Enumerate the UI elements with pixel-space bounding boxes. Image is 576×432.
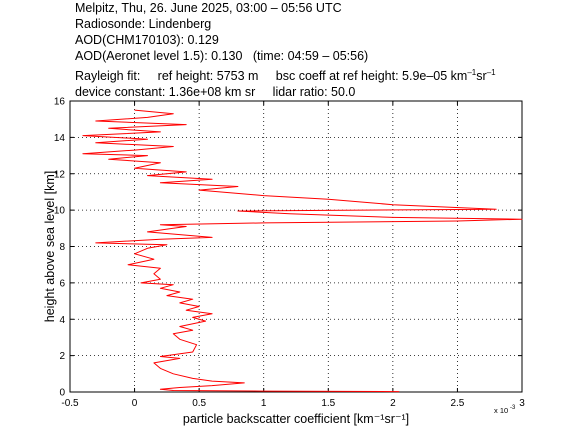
- chart-title-aod-chm: AOD(CHM170103): 0.129: [75, 33, 219, 47]
- y-tick-label: 8: [59, 242, 65, 253]
- chart-title-location-date: Melpitz, Thu, 26. June 2025, 03:00 – 05:…: [75, 1, 342, 15]
- x-tick-label: 2.5: [450, 398, 464, 409]
- x-tick-label: 3: [519, 398, 525, 409]
- axis-ticks: [69, 100, 523, 393]
- y-tick-label: 12: [54, 169, 66, 180]
- y-tick-label: 4: [59, 315, 65, 326]
- grid-lines: [70, 101, 522, 392]
- x-axis-exponent-label: x 10: [494, 406, 508, 415]
- chart-title-rayleigh-fit: Rayleigh fit: ref height: 5753 m bsc coe…: [75, 69, 496, 83]
- x-axis-exponent-power: -3: [510, 405, 516, 411]
- x-tick-label: 0: [132, 398, 138, 409]
- chart-title-aod-aeronet: AOD(Aeronet level 1.5): 0.130 (time: 04:…: [75, 49, 369, 63]
- backscatter-profile-line: [82, 109, 523, 393]
- rayleigh-fit-text: Rayleigh fit: ref height: 5753 m bsc coe…: [75, 69, 468, 83]
- y-tick-label: 6: [59, 278, 65, 289]
- y-axis-title: height above sea level [km]: [43, 171, 57, 322]
- y-tick-label: 10: [54, 206, 66, 217]
- rayleigh-fit-unit-sr: sr: [476, 69, 487, 83]
- unit-exponent-sr: –1: [486, 68, 496, 77]
- x-tick-label: -0.5: [61, 398, 79, 409]
- y-tick-label: 0: [59, 388, 65, 399]
- x-axis-title: particle backscatter coefficient [km⁻¹sr…: [183, 412, 409, 426]
- chart-title-radiosonde: Radiosonde: Lindenberg: [75, 17, 212, 31]
- x-tick-label: 1.5: [321, 398, 335, 409]
- x-tick-label: 1: [261, 398, 267, 409]
- chart-title-device-constant: device constant: 1.36e+08 km sr lidar ra…: [75, 85, 356, 99]
- y-tick-label: 2: [59, 351, 65, 362]
- y-tick-label: 14: [54, 133, 66, 144]
- unit-exponent-km: –1: [467, 68, 477, 77]
- x-tick-label: 2: [390, 398, 396, 409]
- y-tick-label: 16: [54, 97, 66, 108]
- series-layer: [82, 109, 523, 393]
- x-tick-label: 0.5: [192, 398, 206, 409]
